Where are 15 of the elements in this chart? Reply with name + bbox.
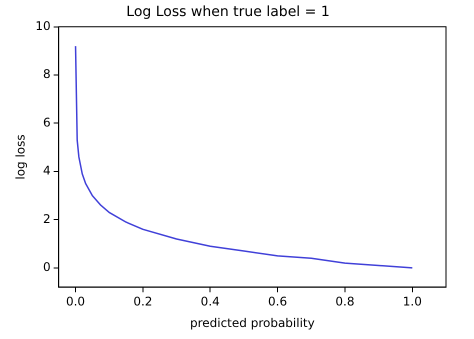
x-tick-label: 1.0 [402, 294, 422, 309]
x-tick-label: 0.4 [200, 294, 220, 309]
y-tick-label: 2 [43, 212, 51, 226]
y-tick-label: 10 [35, 18, 51, 33]
x-tick-label: 0.8 [335, 294, 355, 309]
x-tick-label: 0.0 [66, 294, 86, 309]
chart-title: Log Loss when true label = 1 [126, 4, 330, 20]
y-tick-label: 4 [43, 164, 51, 178]
y-axis-title: log loss [13, 134, 28, 180]
y-tick-label: 6 [43, 115, 51, 130]
x-tick-label: 0.2 [133, 294, 152, 309]
x-tick-label: 0.6 [268, 294, 288, 309]
x-axis-title: predicted probability [190, 316, 315, 330]
y-tick-label: 0 [43, 260, 51, 274]
y-tick-label: 8 [43, 67, 51, 82]
